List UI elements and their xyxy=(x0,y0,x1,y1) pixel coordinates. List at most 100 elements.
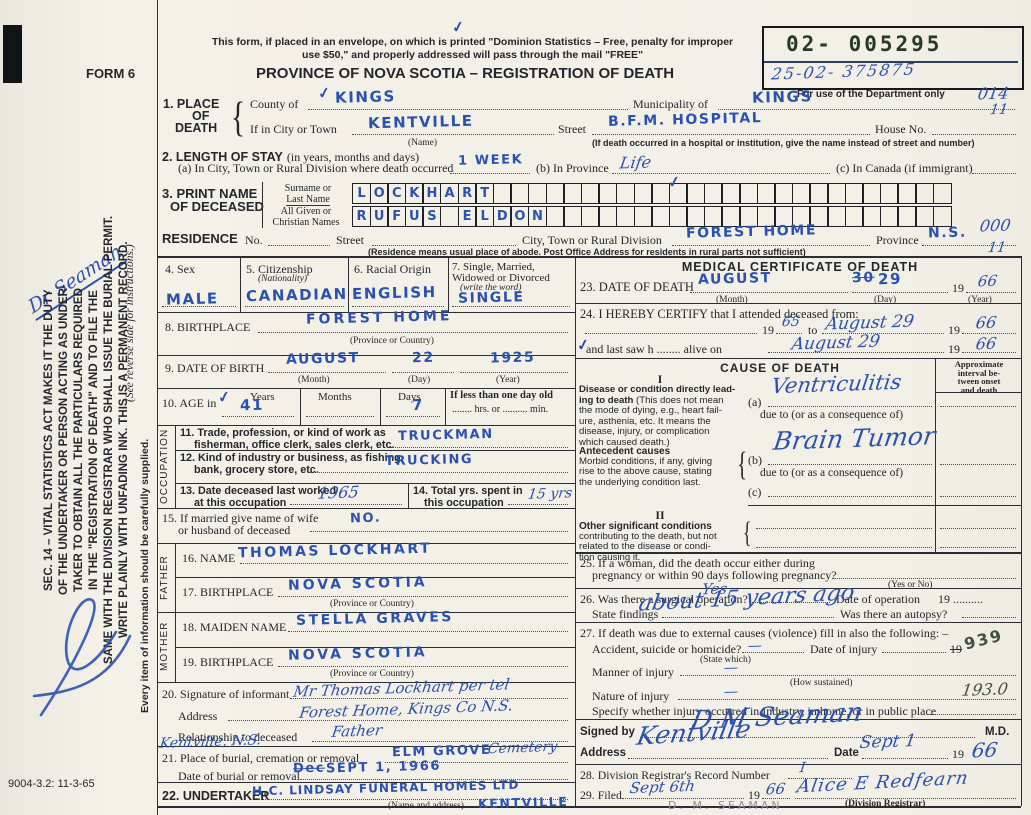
birthplace-value: FOREST HOME xyxy=(305,308,453,328)
corner-registration-mark xyxy=(3,25,22,83)
comb-cell xyxy=(791,183,811,204)
cod-due2: due to (or as a consequence of) xyxy=(760,467,904,479)
dob-label: 9. DATE OF BIRTH xyxy=(165,361,265,375)
comb-cell xyxy=(739,183,759,204)
citizenship-sublabel: (Nationality) xyxy=(258,274,308,284)
mother-name-label: 18. MAIDEN NAME xyxy=(182,620,287,634)
signature-scribble xyxy=(32,598,132,717)
certify-y1-value: 65 xyxy=(780,313,802,331)
comb-cell xyxy=(545,206,565,227)
citizenship-label: 5. Citizenship xyxy=(246,262,313,276)
mother-bp-value: NOVA SCOTIA xyxy=(287,644,428,664)
lastsaw-y-prefix: 19 xyxy=(948,342,960,356)
undertaker-value2: KENTVILLE xyxy=(477,793,569,812)
serial-divider xyxy=(764,61,1018,63)
comb-cell xyxy=(492,183,512,204)
comb-cell xyxy=(563,206,583,227)
residence-label: RESIDENCE xyxy=(162,231,238,246)
cod-roman2: II xyxy=(655,508,665,522)
cod-lead-b1: Disease or condition directly lead- xyxy=(579,384,736,395)
comb-cell xyxy=(439,206,460,227)
lastsaw-date: August 29 xyxy=(790,331,882,355)
dob-day-sub: (Day) xyxy=(408,375,431,385)
signed-addr-label: Address xyxy=(580,747,627,759)
industry-label1: 12. Kind of industry or business, as fis… xyxy=(180,452,404,464)
s2-label-main: 2. LENGTH OF STAY xyxy=(162,150,283,164)
cod-lead-n2: (This does not mean xyxy=(636,394,724,406)
marital-label3: (write the word) xyxy=(460,283,522,293)
industry-value: TRUCKING xyxy=(384,451,474,470)
specify-label: Specify whether injury occurred in Indus… xyxy=(592,704,937,718)
s2-label: 2. LENGTH OF STAY (in years, months and … xyxy=(162,148,419,166)
code-top-1: 014 xyxy=(976,83,1010,104)
street-value: B.F.M. HOSPITAL xyxy=(607,110,763,130)
comb-cell xyxy=(862,183,882,204)
house-no-label: House No. xyxy=(875,122,927,136)
cod-lead-n4: ure, asthenia, etc. It means the xyxy=(579,415,711,427)
s2c-label: (c) In Canada (if immigrant) xyxy=(836,161,973,175)
father-name-label: 16. NAME xyxy=(182,551,236,565)
accident-dash: — xyxy=(746,637,764,655)
signed-date-label: Date xyxy=(834,747,859,759)
residence-code2: 11 xyxy=(986,239,1008,257)
cod-roman1: I xyxy=(657,372,663,386)
age-less-label: If less than one day old xyxy=(450,390,553,401)
reverse-side-note: (See reverse side for instructions.) xyxy=(124,244,136,402)
trade-label2: fisherman, office clerk, sales clerk, et… xyxy=(194,439,395,451)
dob-month-value: AUGUST xyxy=(285,350,361,368)
residence-prov-value: N.S. xyxy=(927,224,968,242)
medical-certificate-title: MEDICAL CERTIFICATE OF DEATH xyxy=(681,260,919,274)
dod-label: 23. DATE OF DEATH xyxy=(580,280,694,294)
dod-year-sub: (Year) xyxy=(968,295,992,305)
cod-a-value: Ventriculitis xyxy=(769,369,904,399)
undertaker-sub: (Name and address) xyxy=(388,801,464,811)
accident-label: Accident, suicide or homicide? xyxy=(592,642,742,656)
s2-label-sub: (in years, months and days) xyxy=(286,150,420,164)
birthplace-label: 8. BIRTHPLACE xyxy=(165,320,251,334)
dod-day-struck: 30 xyxy=(851,269,875,287)
lastsaw-y-value: 66 xyxy=(974,333,998,354)
operation-year-prefix: 19 .......... xyxy=(938,592,983,606)
md-label: M.D. xyxy=(985,726,1010,738)
birthplace-sub: (Province or Country) xyxy=(350,336,434,346)
last-worked-label2: at this occupation xyxy=(194,497,287,509)
dod-month-sub: (Month) xyxy=(716,295,748,305)
comb-cell xyxy=(862,206,882,227)
s2b-value: Life xyxy=(618,152,653,173)
comb-cell xyxy=(686,183,706,204)
comb-cell xyxy=(527,183,548,204)
s1-label3: DEATH xyxy=(175,121,218,135)
pregnancy-label1: 25. If a woman, did the death occur eith… xyxy=(580,556,815,570)
s2a-value: 1 WEEK xyxy=(457,152,524,169)
s1-label2: OF xyxy=(192,109,210,123)
comb-cell xyxy=(580,206,600,227)
operation-date-label: Date of operation xyxy=(836,592,920,606)
comb-cell xyxy=(879,183,899,204)
comb-cell: A xyxy=(439,183,460,204)
comb-cell xyxy=(580,183,600,204)
signed-by-label: Signed by xyxy=(580,726,635,738)
total-yrs-label2: this occupation xyxy=(424,497,504,509)
residence-note: (Residence means usual place of abode. P… xyxy=(368,247,806,257)
comb-cell: R xyxy=(352,206,372,227)
comb-cell: U xyxy=(369,206,389,227)
comb-cell xyxy=(932,183,952,204)
envelope-note-line2: use $50," and properly addressed will pa… xyxy=(301,49,644,61)
signed-date-value: Sept 1 xyxy=(858,731,918,753)
cod-a-label: (a) xyxy=(748,395,762,409)
filed-year-value: 66 xyxy=(764,779,787,799)
injury-code: 939 xyxy=(962,625,1006,654)
municipality-label: Municipality of xyxy=(633,97,708,111)
trade-label1: 11. Trade, profession, or kind of work a… xyxy=(180,427,386,439)
form-number: FORM 6 xyxy=(86,66,136,81)
checkmark-age: ✓ xyxy=(216,389,232,407)
certify-y2-prefix: 19 xyxy=(948,323,960,337)
cod-brace1: { xyxy=(737,446,748,483)
external-label: 27. If death was due to external causes … xyxy=(580,626,949,640)
mother-name-value: STELLA GRAVES xyxy=(295,609,455,629)
residence-code1: 000 xyxy=(978,215,1012,236)
given-row-label1: All Given or xyxy=(280,206,332,217)
serial-number-box: 02- 005295 25-02- 375875 xyxy=(762,26,1024,90)
